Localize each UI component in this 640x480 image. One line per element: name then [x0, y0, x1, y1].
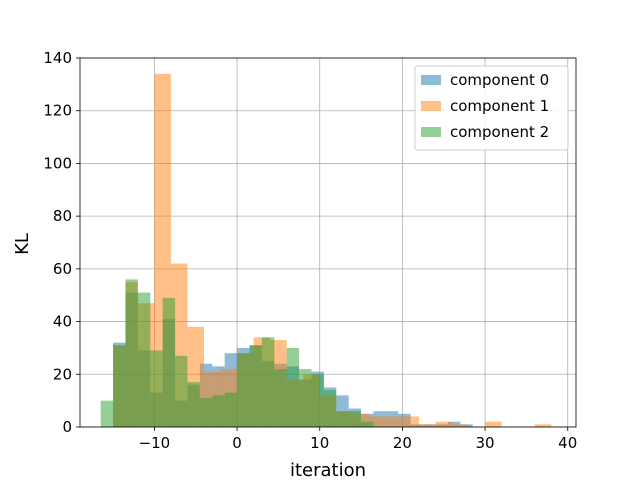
histogram-bar: [299, 369, 312, 427]
x-tick-label: 0: [232, 434, 242, 452]
histogram-bar: [175, 355, 188, 427]
x-tick-label: 20: [393, 434, 412, 452]
series-2-bars: [100, 279, 374, 427]
histogram-bar: [113, 345, 126, 427]
y-tick-label: 0: [62, 418, 72, 436]
histogram-bar: [125, 279, 138, 427]
histogram-bar: [435, 421, 452, 427]
axes-frame: [79, 57, 577, 428]
histogram-bar: [402, 416, 419, 427]
histogram-bar: [361, 421, 374, 427]
histogram-bar: [249, 345, 262, 427]
histogram-bar: [100, 400, 114, 427]
histogram-bar: [150, 350, 163, 427]
histogram-bar: [534, 424, 552, 427]
histogram-bar: [224, 392, 238, 427]
legend-swatch: [421, 101, 441, 111]
histogram-bar: [418, 424, 436, 427]
legend-label: component 2: [450, 123, 549, 141]
y-tick-label: 60: [53, 260, 72, 278]
histogram-bar: [237, 353, 250, 427]
y-tick-label: 80: [53, 207, 72, 225]
histogram-bars: [100, 73, 552, 428]
x-tick-label: 10: [310, 434, 329, 452]
axes-spines: [79, 57, 577, 428]
y-axis-label: KL: [12, 233, 33, 255]
legend-swatch: [421, 127, 441, 137]
x-tick-label: −10: [139, 434, 171, 452]
x-axis-label: iteration: [290, 460, 366, 480]
histogram-bar: [274, 369, 287, 427]
histogram-bar: [212, 395, 225, 427]
histogram-bar: [336, 411, 349, 427]
x-axis-ticks: −10 0 10 20 30 40: [139, 427, 577, 452]
histogram-bar: [485, 421, 502, 427]
histogram-bar: [452, 424, 469, 427]
legend: component 0 component 1 component 2: [414, 65, 569, 151]
histogram-bar: [199, 398, 213, 427]
legend-box: [414, 65, 569, 151]
histogram-bar: [162, 297, 176, 427]
histogram-bar: [369, 416, 386, 427]
y-tick-label: 100: [43, 154, 72, 172]
histogram-bar: [348, 411, 362, 427]
x-tick-label: 40: [558, 434, 577, 452]
y-tick-label: 40: [53, 313, 72, 331]
legend-swatch: [421, 75, 441, 85]
legend-label: component 1: [450, 97, 549, 115]
histogram-bar: [137, 292, 151, 427]
histogram-bar: [261, 337, 275, 427]
histogram-bar: [323, 390, 337, 427]
histogram-bar: [286, 347, 300, 427]
y-tick-label: 20: [53, 365, 72, 383]
y-axis-ticks: 0 20 40 60 80 100 120 140: [43, 49, 80, 436]
y-tick-label: 120: [43, 102, 72, 120]
histogram-bar: [385, 416, 403, 427]
histogram-bar: [187, 382, 200, 427]
y-tick-label: 140: [43, 49, 72, 67]
histogram-bar: [311, 374, 324, 427]
legend-label: component 0: [450, 71, 549, 89]
x-tick-label: 30: [476, 434, 495, 452]
